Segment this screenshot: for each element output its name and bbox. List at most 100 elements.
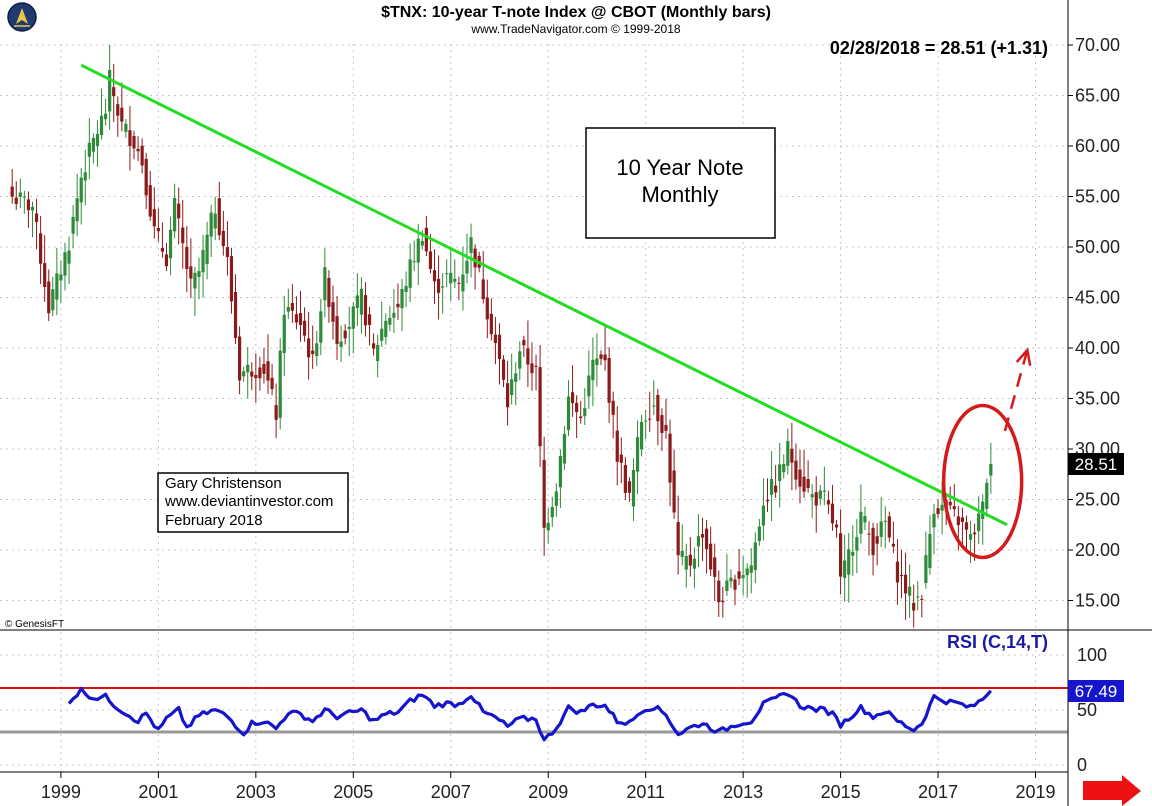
price-candle bbox=[664, 398, 668, 439]
price-candle bbox=[51, 276, 55, 317]
price-candle bbox=[838, 509, 843, 595]
price-candle bbox=[152, 187, 156, 239]
price-candle bbox=[737, 548, 741, 586]
price-candle bbox=[631, 458, 636, 521]
price-candle bbox=[225, 221, 230, 276]
price-candle bbox=[128, 105, 132, 171]
price-candle bbox=[193, 266, 197, 317]
price-candle bbox=[656, 388, 660, 446]
price-candle bbox=[497, 323, 502, 385]
scroll-right-arrow-icon[interactable] bbox=[1083, 775, 1141, 806]
price-candle bbox=[920, 594, 924, 618]
price-candle bbox=[18, 178, 22, 208]
price-candle bbox=[59, 260, 63, 303]
price-candle bbox=[14, 181, 18, 210]
price-candle bbox=[733, 574, 737, 606]
price-candle bbox=[359, 277, 364, 334]
x-tick-label: 2001 bbox=[138, 782, 178, 802]
price-candle bbox=[530, 342, 534, 391]
price-candle bbox=[388, 305, 392, 332]
price-candle bbox=[246, 347, 250, 399]
price-candle bbox=[108, 44, 112, 130]
price-candle bbox=[814, 476, 818, 533]
price-candle bbox=[343, 324, 347, 345]
price-candle bbox=[315, 330, 319, 367]
price-candle bbox=[408, 243, 412, 303]
projection-arrow-head bbox=[1015, 347, 1032, 366]
price-candle bbox=[599, 350, 603, 366]
price-candle bbox=[883, 506, 887, 549]
price-candle bbox=[95, 120, 100, 167]
price-candle bbox=[237, 326, 242, 395]
price-candle bbox=[412, 240, 416, 272]
price-candle bbox=[977, 496, 981, 545]
price-candle bbox=[233, 274, 238, 345]
price-candle bbox=[822, 466, 826, 506]
price-candle bbox=[985, 478, 989, 518]
price-candle bbox=[603, 326, 607, 371]
price-candle bbox=[47, 269, 51, 322]
price-candle bbox=[282, 295, 286, 377]
price-candle bbox=[652, 380, 656, 416]
price-candle bbox=[286, 288, 290, 319]
price-candle bbox=[380, 301, 384, 347]
price-candle bbox=[445, 259, 449, 288]
price-candle bbox=[428, 234, 433, 274]
rsi-last-value: 67.49 bbox=[1075, 682, 1118, 701]
price-candle bbox=[250, 362, 254, 391]
price-candle bbox=[611, 391, 615, 439]
x-tick-label: 2005 bbox=[333, 782, 373, 802]
price-candle bbox=[441, 273, 445, 314]
chart-title: $TNX: 10-year T-note Index @ CBOT (Month… bbox=[381, 4, 771, 21]
price-candle bbox=[668, 419, 672, 507]
price-candle bbox=[981, 494, 985, 545]
price-candle bbox=[554, 483, 558, 517]
price-candle bbox=[457, 276, 461, 301]
price-candle bbox=[173, 183, 177, 239]
price-tick-label: 65.00 bbox=[1075, 86, 1120, 106]
price-candle bbox=[116, 96, 120, 137]
price-candle bbox=[229, 247, 234, 314]
rsi-tick-label: 100 bbox=[1077, 645, 1107, 665]
price-candle bbox=[855, 519, 859, 574]
note-line-1: 10 Year Note bbox=[616, 155, 743, 180]
price-candle bbox=[562, 426, 567, 470]
price-candle bbox=[493, 316, 498, 365]
rsi-tick-label: 50 bbox=[1077, 700, 1097, 720]
annotation-layer bbox=[80, 63, 1032, 560]
price-candle bbox=[692, 547, 697, 589]
price-candle bbox=[331, 285, 335, 340]
price-candle bbox=[704, 520, 709, 574]
price-candle bbox=[908, 564, 912, 618]
price-candle bbox=[34, 198, 39, 250]
price-candle bbox=[741, 556, 745, 596]
sextant-compass-icon bbox=[7, 2, 37, 32]
price-candle bbox=[485, 279, 489, 339]
price-tick-label: 40.00 bbox=[1075, 338, 1120, 358]
price-candle bbox=[327, 270, 331, 323]
price-candle bbox=[91, 133, 95, 164]
price-candle bbox=[964, 515, 969, 553]
price-tick-label: 20.00 bbox=[1075, 540, 1120, 560]
price-candle bbox=[339, 325, 343, 363]
price-tick-label: 45.00 bbox=[1075, 288, 1120, 308]
author-website: www.deviantinvestor.com bbox=[164, 493, 333, 510]
price-candle bbox=[575, 395, 579, 439]
price-candle bbox=[177, 187, 181, 245]
price-tick-label: 60.00 bbox=[1075, 136, 1120, 156]
price-candle bbox=[156, 208, 160, 242]
price-candle bbox=[473, 244, 477, 290]
price-candle bbox=[794, 443, 798, 490]
price-candle bbox=[887, 511, 891, 543]
price-candle bbox=[648, 391, 652, 432]
price-candle bbox=[181, 200, 185, 269]
price-candle bbox=[396, 283, 400, 320]
price-candle bbox=[940, 481, 944, 535]
price-candle bbox=[384, 313, 388, 345]
price-candle bbox=[936, 499, 940, 519]
price-candle bbox=[989, 442, 993, 494]
note-line-2: Monthly bbox=[641, 182, 718, 207]
price-candle bbox=[209, 204, 213, 257]
price-candle bbox=[802, 449, 806, 498]
price-candle bbox=[863, 506, 867, 531]
